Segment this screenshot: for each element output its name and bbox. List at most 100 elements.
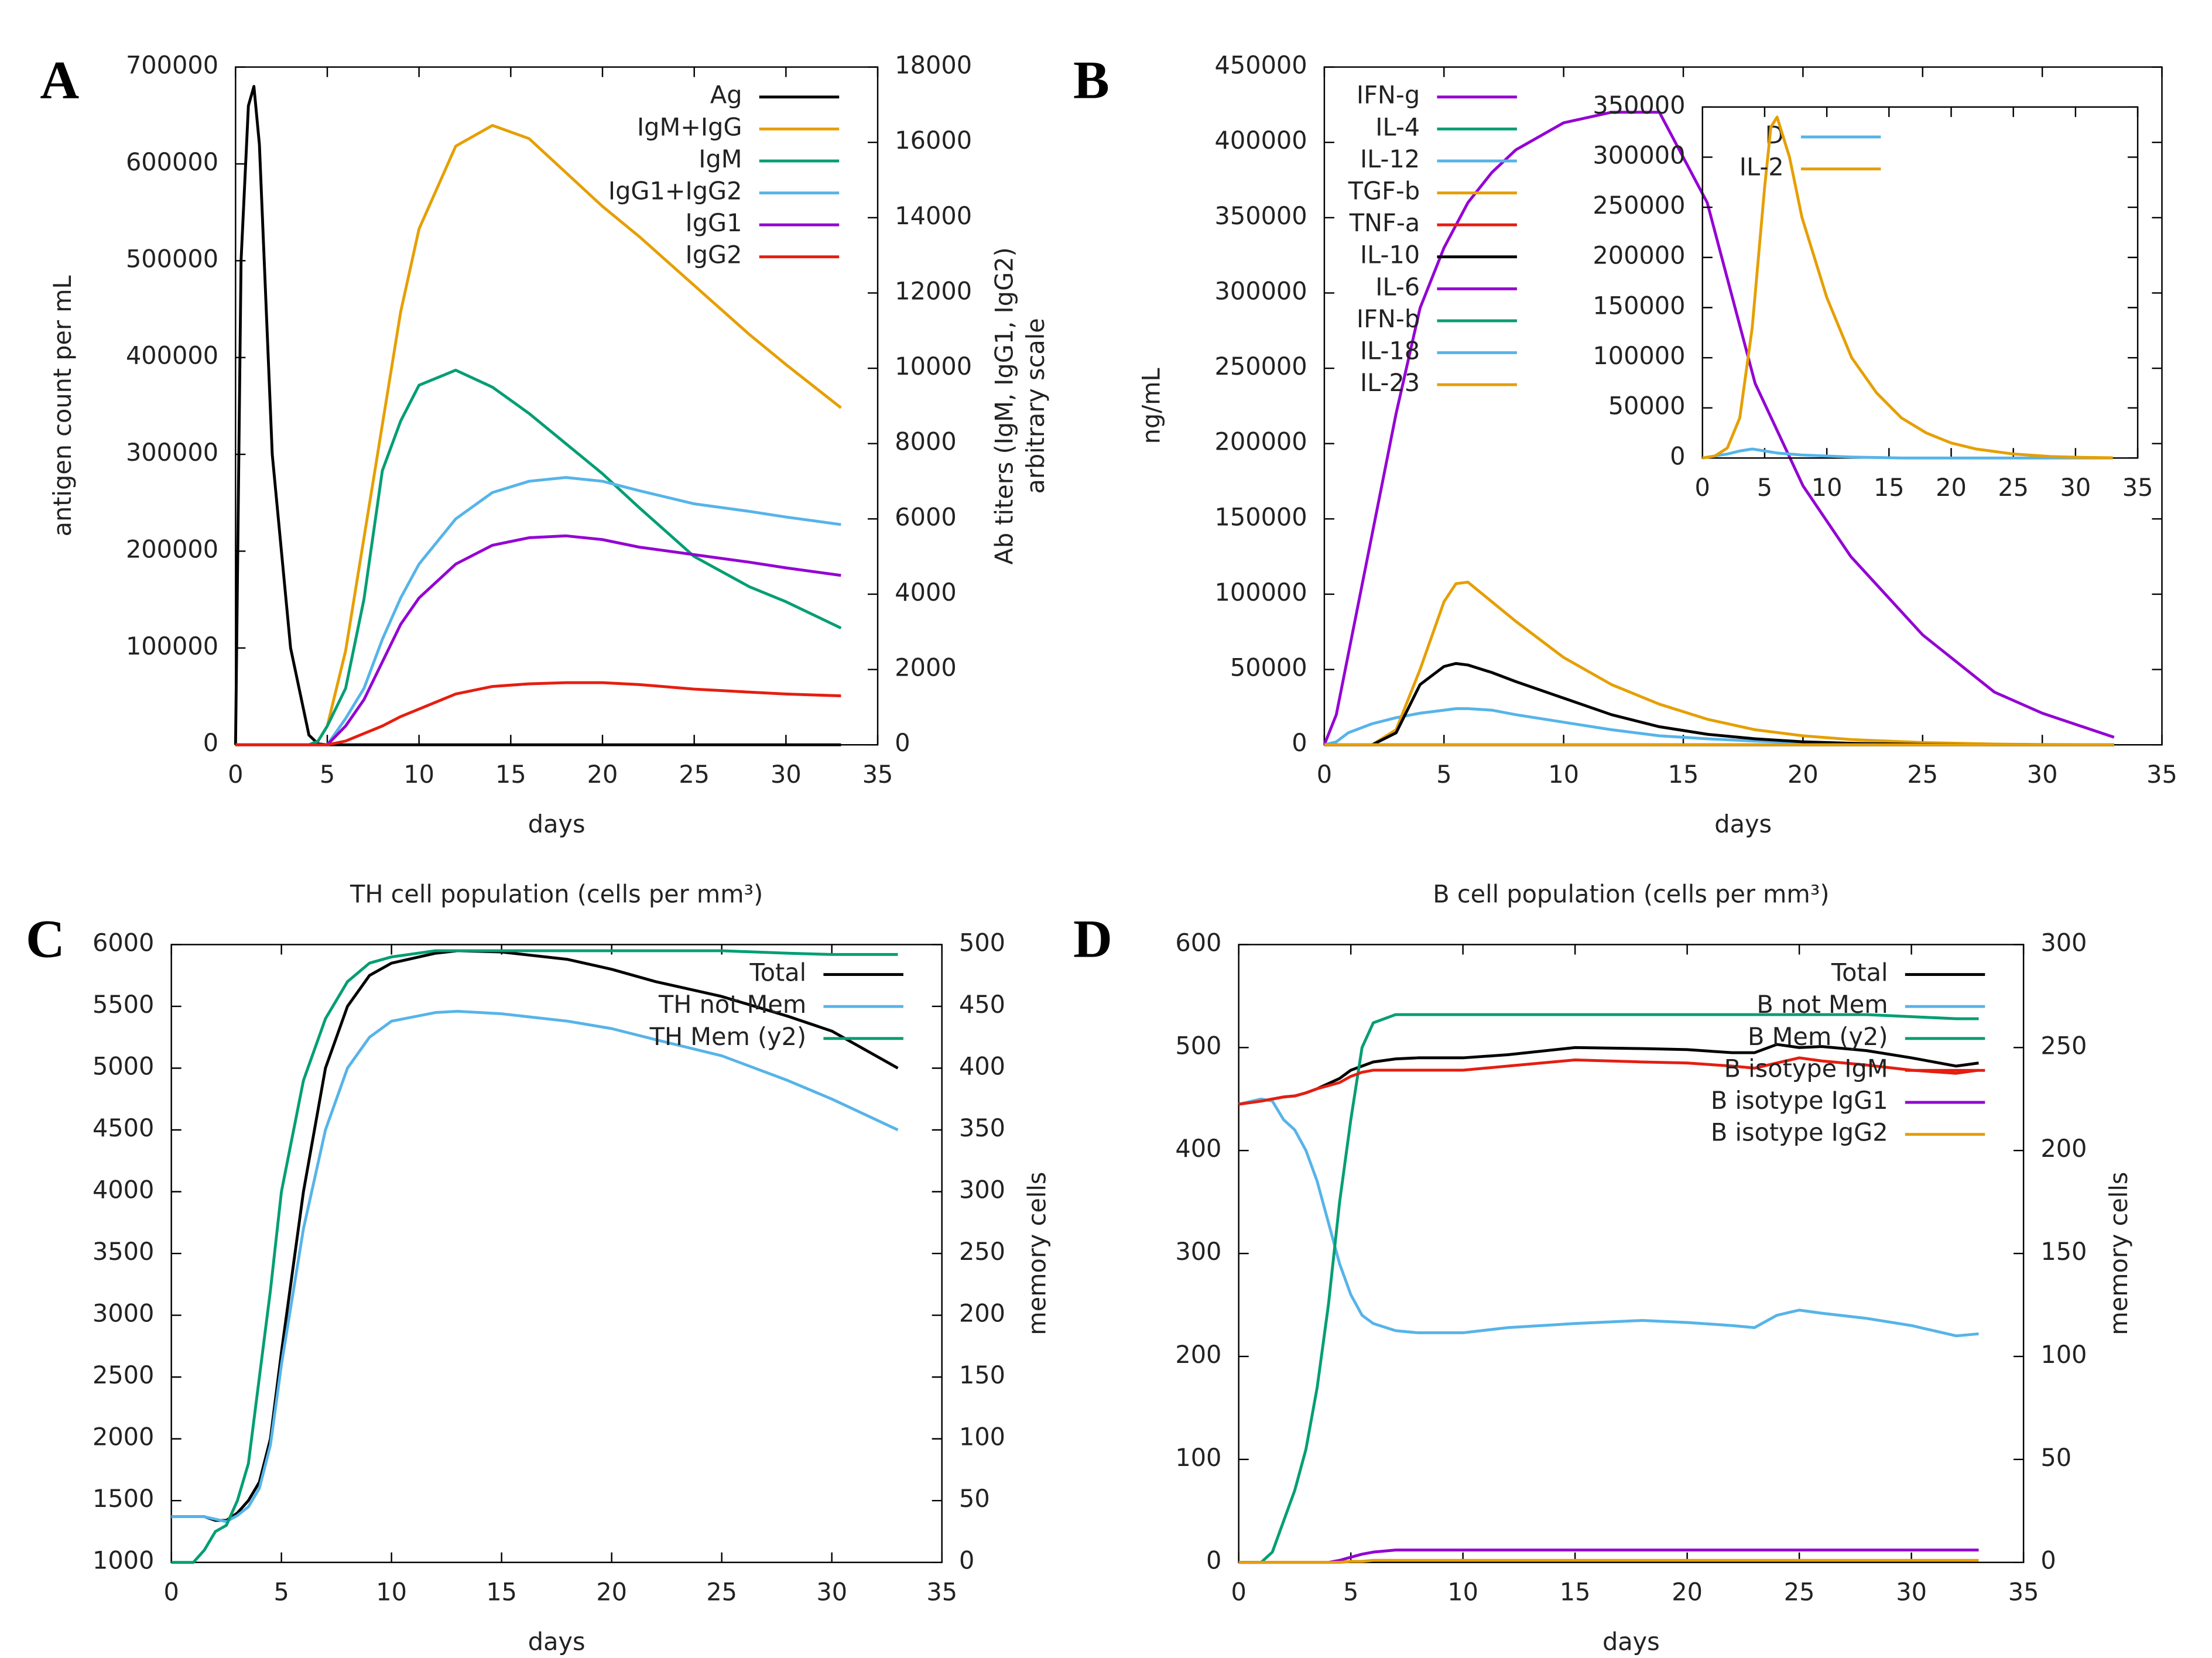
series-line [235, 368, 842, 746]
x-tick-label: 10 [1548, 761, 1579, 789]
legend-label: B isotype IgM [1724, 1054, 1888, 1083]
y-axis-label: antigen count per mL [49, 275, 77, 536]
chart: 0 5 10 15 20 25 30 3510001500200025003000350040… [26, 881, 1051, 1656]
x-tick-label: 25 [1907, 761, 1938, 789]
chart: 0 5 10 15 20 25 30 3501002003004005006000501001… [1073, 881, 2133, 1656]
y2-tick-label: 150 [2040, 1238, 2087, 1266]
y2-tick-label: 250 [2040, 1032, 2087, 1060]
y-tick-label: 250000 [1593, 191, 1685, 220]
series-line [235, 124, 842, 746]
series-line [1238, 1013, 1979, 1564]
legend-label: IL-12 [1360, 145, 1420, 173]
legend-label: IgG1+IgG2 [608, 177, 742, 205]
y-tick-label: 700000 [126, 52, 218, 80]
x-tick-label: 0 [228, 761, 243, 789]
x-tick-label: 30 [2027, 761, 2058, 789]
y2-axis-label: arbitrary scale [1022, 318, 1050, 494]
y2-tick-label: 300 [959, 1176, 1005, 1204]
legend-label: Total [1831, 959, 1888, 987]
x-tick-label: 25 [1784, 1578, 1815, 1606]
series-line [1238, 1558, 1979, 1564]
chart-title: TH cell population (cells per mm³) [350, 881, 763, 909]
y-tick-label: 500 [1175, 1032, 1221, 1060]
x-tick-label: 35 [862, 761, 893, 789]
x-tick-label: 35 [2122, 474, 2153, 502]
y-tick-label: 150000 [1215, 503, 1307, 531]
x-tick-label: 20 [1788, 761, 1819, 789]
y-tick-label: 450000 [1215, 52, 1307, 80]
y-tick-label: 600 [1175, 929, 1221, 957]
y-tick-label: 0 [1670, 442, 1685, 470]
y2-tick-label: 14000 [895, 202, 972, 230]
y-tick-label: 250000 [1215, 352, 1307, 381]
y-tick-label: 100000 [1593, 342, 1685, 370]
x-tick-label: 0 [163, 1578, 179, 1606]
chart: 0 5 10 15 20 25 30 35 0 50000 100000 150000 200000 25… [1073, 50, 2177, 838]
y-tick-label: 4500 [93, 1114, 154, 1142]
y2-tick-label: 500 [959, 929, 1005, 957]
series-line [1702, 115, 2113, 460]
x-tick-label: 30 [2060, 474, 2091, 502]
y-tick-label: 0 [1206, 1547, 1221, 1575]
series-line [1238, 1097, 1979, 1338]
x-tick-label: 25 [679, 761, 710, 789]
legend-label: IFN-b [1357, 305, 1420, 333]
y2-tick-label: 16000 [895, 126, 972, 155]
y2-tick-label: 0 [959, 1547, 974, 1575]
x-tick-label: 15 [1560, 1578, 1591, 1606]
series-line [171, 949, 898, 1564]
legend-label: IL-18 [1360, 337, 1420, 365]
series-line [1324, 580, 2114, 746]
legend-label: IgG2 [686, 241, 742, 269]
series-line [235, 476, 841, 746]
plot-frame [235, 66, 879, 746]
y-axis-label: ng/mL [1137, 368, 1165, 444]
y-tick-label: 1000 [93, 1547, 154, 1575]
y-tick-label: 100000 [126, 632, 218, 660]
legend-label: IgG1 [686, 209, 742, 237]
y2-tick-label: 100 [2040, 1341, 2087, 1369]
y-tick-label: 6000 [93, 929, 154, 957]
y-tick-label: 2000 [93, 1423, 154, 1451]
x-tick-label: 20 [1672, 1578, 1703, 1606]
legend-label: TH Mem (y2) [649, 1023, 807, 1051]
x-tick-label: 35 [2146, 761, 2177, 789]
y-tick-label: 0 [1292, 729, 1307, 757]
y2-tick-label: 10000 [895, 352, 972, 381]
legend-label: B Mem (y2) [1748, 1023, 1888, 1051]
y-tick-label: 3000 [93, 1300, 154, 1328]
y2-tick-label: 0 [895, 729, 910, 757]
x-tick-label: 30 [771, 761, 802, 789]
y2-tick-label: 18000 [895, 52, 972, 80]
y2-tick-label: 350 [959, 1114, 1005, 1142]
series-line [235, 681, 841, 746]
x-tick-label: 10 [1812, 474, 1843, 502]
x-tick-label: 35 [926, 1578, 957, 1606]
y-tick-label: 50000 [1608, 392, 1686, 420]
series-line [1324, 662, 2114, 746]
legend-label: TNF-a [1349, 209, 1420, 237]
x-axis-label: days [528, 1628, 585, 1656]
series-line [1323, 111, 2115, 746]
y2-tick-label: 200 [2040, 1135, 2087, 1163]
x-tick-label: 10 [1447, 1578, 1478, 1606]
y-tick-label: 500000 [126, 245, 218, 273]
y-tick-label: 200000 [126, 535, 218, 563]
y-tick-label: 100000 [1215, 578, 1307, 607]
y2-tick-label: 400 [959, 1052, 1005, 1080]
x-tick-label: 5 [1757, 474, 1772, 502]
x-tick-label: 20 [1936, 474, 1967, 502]
x-tick-label: 5 [273, 1578, 289, 1606]
y-tick-label: 100 [1175, 1444, 1221, 1472]
y2-axis-label: memory cells [2105, 1172, 2133, 1335]
x-tick-label: 0 [1231, 1578, 1246, 1606]
panel-letter: B [1073, 50, 1110, 110]
x-tick-label: 15 [495, 761, 526, 789]
legend-label: IL-10 [1360, 241, 1420, 269]
y2-tick-label: 300 [2040, 929, 2087, 957]
y-tick-label: 50000 [1230, 654, 1307, 682]
series-line [1238, 1056, 1979, 1106]
legend-label: Total [749, 959, 806, 987]
